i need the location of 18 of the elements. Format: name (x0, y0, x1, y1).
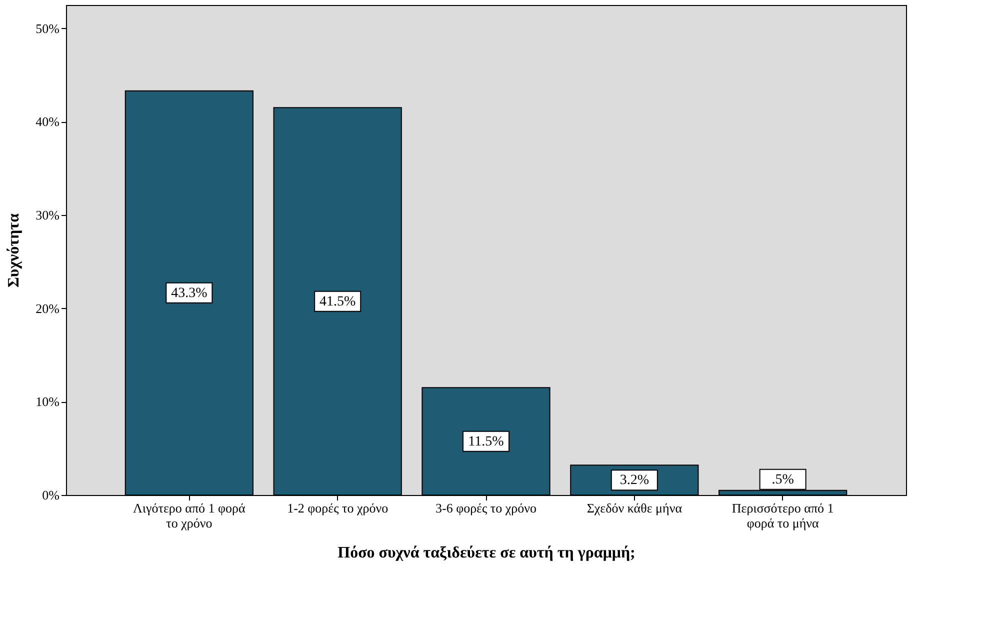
y-tick-label: 40% (36, 114, 60, 130)
y-tick-label: 0% (42, 488, 60, 502)
y-tick-label: 30% (36, 208, 60, 222)
x-tick-label: 1-2 φορές το χρόνο (287, 500, 388, 516)
data-label: .5% (772, 472, 794, 488)
x-axis-title: Πόσο συχνά ταξιδεύετε σε αυτή τη γραμμή; (338, 544, 636, 562)
x-tick-label: Σχεδόν κάθε μήνα (586, 500, 682, 516)
x-tick-label: Λιγότερο από 1 φορά το χρόνο (133, 500, 246, 530)
data-label: 41.5% (320, 294, 356, 310)
data-label: 11.5% (468, 434, 504, 450)
y-tick-label: 20% (36, 300, 60, 316)
x-tick-label: 3-6 φορές το χρόνο (435, 500, 537, 516)
y-axis-title: Συχνότητα (6, 213, 23, 288)
y-tick-label: 50% (36, 20, 60, 36)
data-label: 43.3% (171, 286, 208, 301)
y-tick-label: 10% (36, 394, 60, 410)
x-tick-label: Περισσότερο από 1 φορά το μήνα (732, 500, 834, 530)
data-label: 3.2% (620, 473, 650, 488)
